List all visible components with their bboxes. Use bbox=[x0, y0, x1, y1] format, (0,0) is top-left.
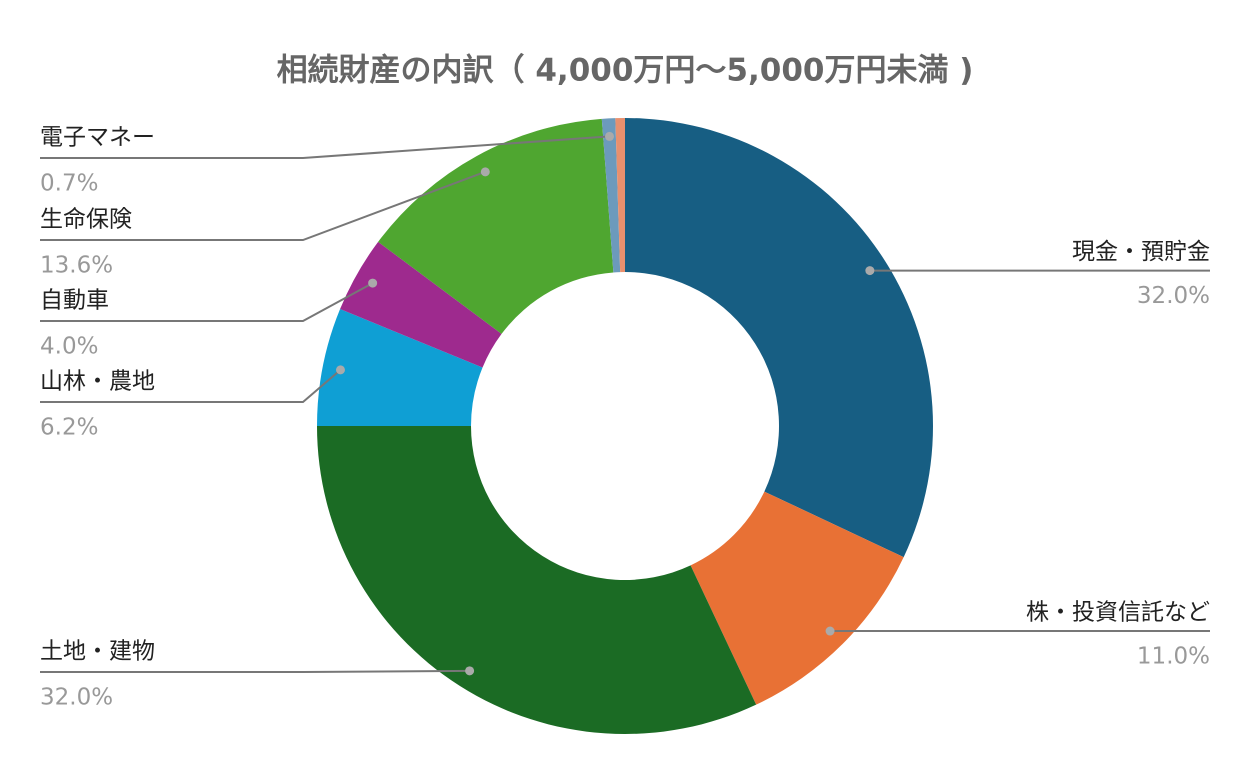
slice-label: 山林・農地 bbox=[40, 369, 155, 395]
leader-line bbox=[40, 170, 486, 241]
slice-value: 32.0% bbox=[1137, 283, 1210, 309]
leader-dot bbox=[825, 626, 835, 636]
leader-line bbox=[40, 369, 342, 403]
slice-label: 電子マネー bbox=[40, 125, 155, 151]
donut-slice bbox=[317, 309, 483, 426]
leader-dot bbox=[368, 278, 378, 288]
donut-slice bbox=[378, 118, 614, 334]
donut-slice bbox=[625, 118, 933, 558]
leader-line bbox=[40, 282, 374, 322]
donut-slice bbox=[690, 491, 904, 705]
leader-dot bbox=[335, 365, 345, 375]
leader-dot bbox=[480, 167, 490, 177]
leader-dot bbox=[605, 131, 615, 141]
slice-value: 4.0% bbox=[40, 334, 98, 360]
chart-title: 相続財産の内訳（ 4,000万円～5,000万円未満 ) bbox=[277, 53, 974, 89]
slice-label: 株・投資信託など bbox=[1026, 600, 1210, 626]
slice-label: 自動車 bbox=[40, 288, 109, 314]
slice-label: 生命保険 bbox=[40, 207, 132, 233]
slice-label: 土地・建物 bbox=[40, 639, 155, 665]
leader-dot bbox=[465, 666, 475, 676]
leader-line bbox=[40, 669, 470, 673]
donut-slice bbox=[601, 118, 621, 273]
slice-value: 6.2% bbox=[40, 415, 98, 441]
slice-value: 0.7% bbox=[40, 171, 98, 197]
donut-slice bbox=[340, 241, 502, 368]
leader-line bbox=[40, 135, 610, 159]
leader-dot bbox=[865, 266, 875, 276]
slice-value: 32.0% bbox=[40, 685, 113, 711]
donut-slice bbox=[317, 426, 757, 734]
slice-label: 現金・預貯金 bbox=[1072, 239, 1210, 265]
slice-value: 11.0% bbox=[1137, 644, 1210, 670]
slice-value: 13.6% bbox=[40, 253, 113, 279]
donut-slice bbox=[615, 118, 625, 273]
